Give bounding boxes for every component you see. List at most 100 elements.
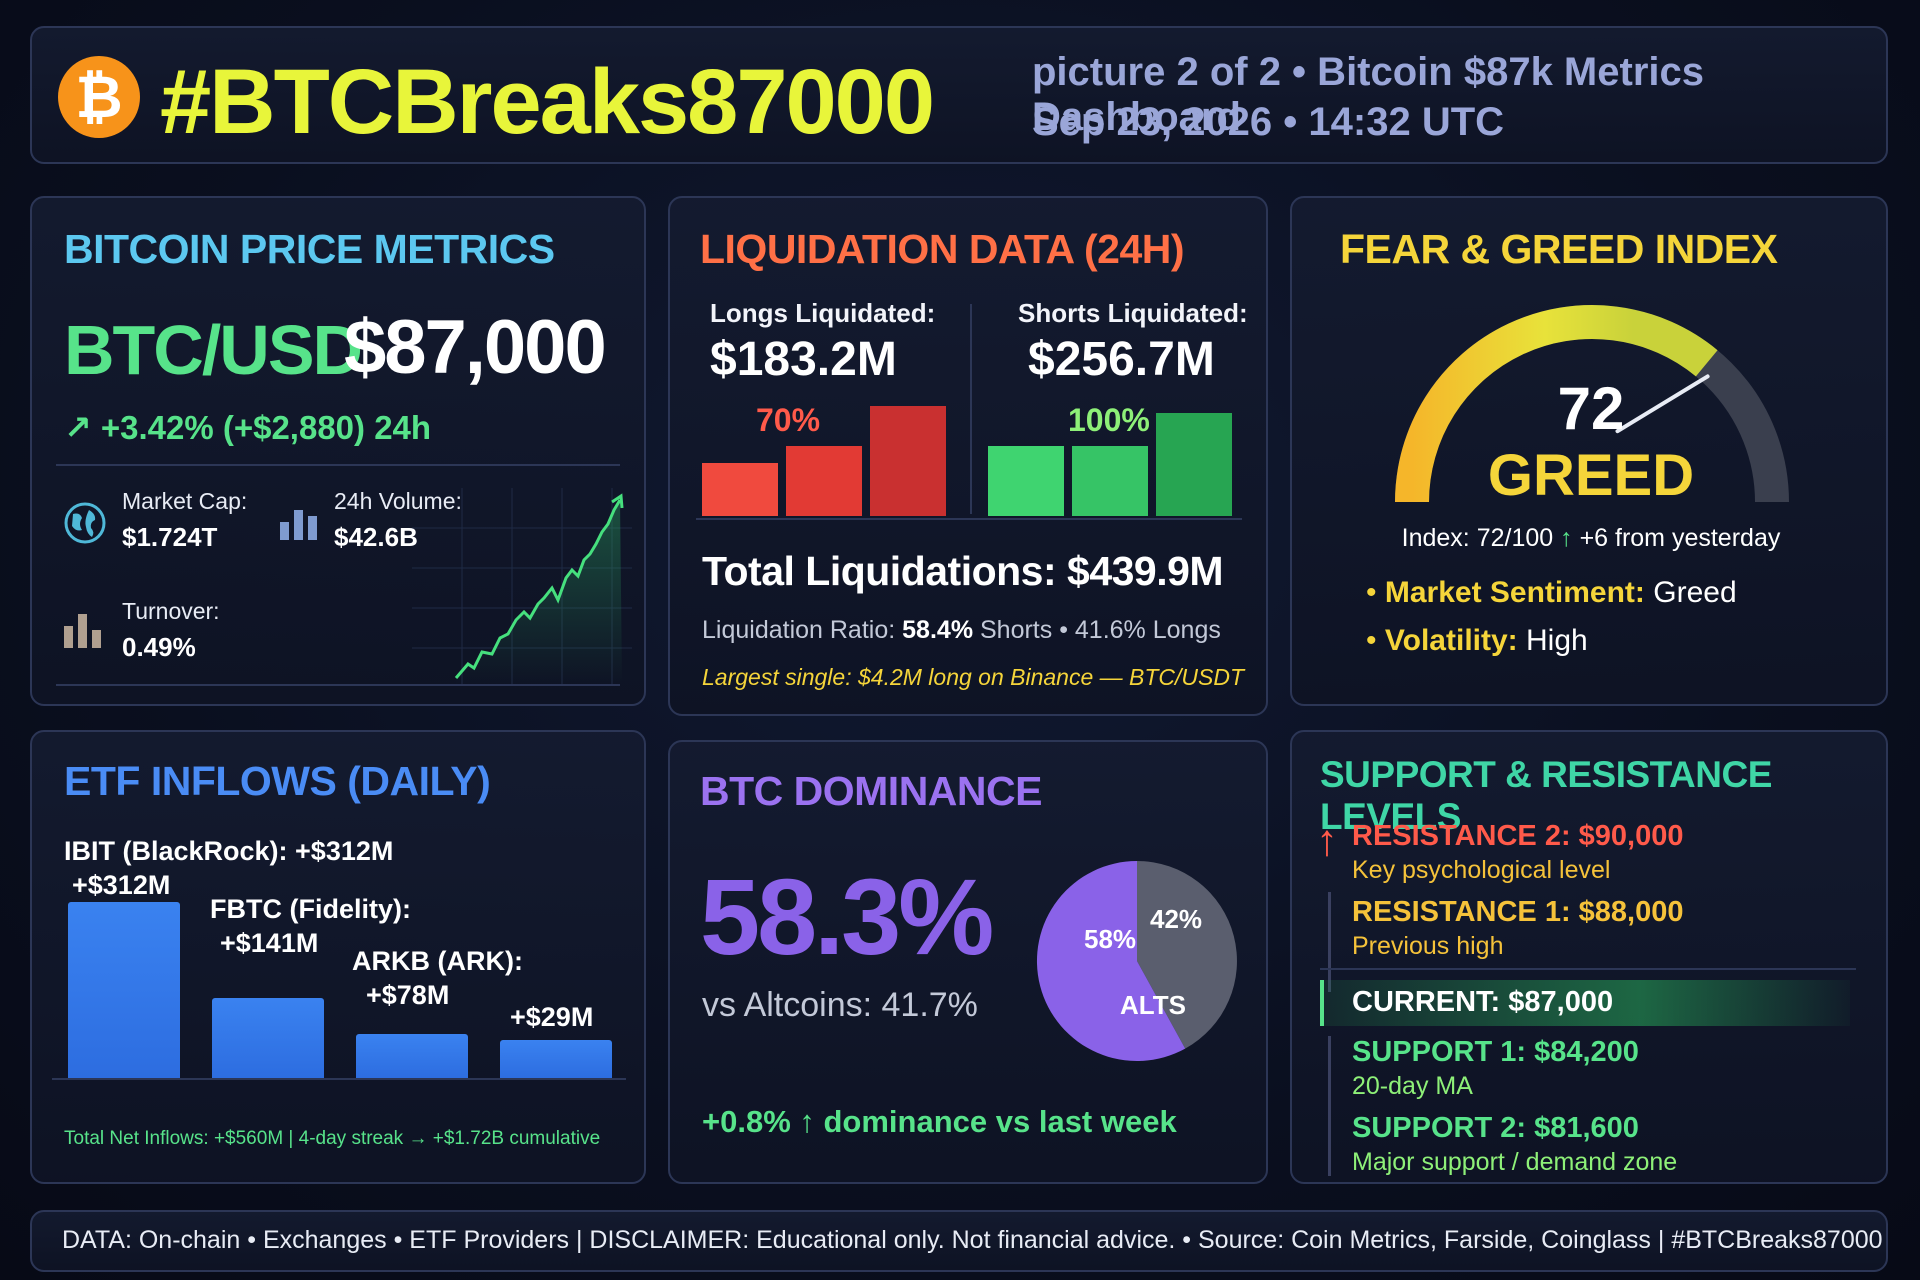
volatility-value: High <box>1526 624 1588 657</box>
resistance-2: RESISTANCE 2: $90,000 <box>1352 820 1684 852</box>
dominance-value: 58.3% <box>700 856 994 977</box>
etf-bar <box>212 998 324 1078</box>
fbtc-value: +$141M <box>220 928 319 958</box>
bullet-icon: • <box>1366 576 1377 609</box>
largest-liquidation: Largest single: $4.2M long on Binance — … <box>702 664 1245 690</box>
price-card-title: BITCOIN PRICE METRICS <box>64 226 555 272</box>
divider <box>696 518 1242 520</box>
divider <box>52 1078 626 1080</box>
fbtc-label: FBTC (Fidelity): <box>210 894 411 924</box>
price-sparkline <box>412 488 632 684</box>
bullet-icon: • <box>1366 624 1377 657</box>
divider <box>1320 968 1856 970</box>
index-change: +6 from yesterday <box>1579 524 1781 552</box>
etf-card-title: ETF INFLOWS (DAILY) <box>64 758 491 804</box>
longs-percent: 70% <box>756 402 821 438</box>
btc-dominance-card: BTC DOMINANCE 58.3% vs Altcoins: 41.7% 5… <box>668 740 1268 1184</box>
ibit-label: IBIT (BlackRock): +$312M <box>64 836 394 866</box>
trading-pair: BTC/USD <box>64 311 363 389</box>
etf-bar <box>68 902 180 1078</box>
volatility-key: Volatility: <box>1384 624 1518 657</box>
volume-label: 24h Volume: <box>334 488 462 514</box>
longs-bar <box>786 446 862 516</box>
shorts-percent: 100% <box>1068 402 1150 438</box>
pie-btc-label: 58% <box>1084 924 1136 954</box>
arkb-label: ARKB (ARK): <box>352 946 523 976</box>
vs-altcoins: vs Altcoins: 41.7% <box>702 986 978 1024</box>
current-level-highlight <box>1320 980 1850 1026</box>
level-line <box>1328 892 1331 992</box>
arrow-up-icon: ↑ <box>1560 524 1573 552</box>
arrow-up-icon: ↑ <box>1316 816 1338 865</box>
shorts-value: $256.7M <box>1028 333 1215 386</box>
price-value: $87,000 <box>344 305 607 390</box>
arkb-value: +$78M <box>366 980 450 1010</box>
support-2: SUPPORT 2: $81,600 <box>1352 1112 1639 1144</box>
gauge-value: 72 <box>1557 375 1625 442</box>
sr-title: SUPPORT & RESISTANCE LEVELS <box>1320 754 1772 837</box>
price-change: ↗ +3.42% (+$2,880) 24h <box>64 408 431 447</box>
turnover-label: Turnover: <box>122 598 220 624</box>
header-banner: ₿ #BTCBreaks87000 picture 2 of 2 • Bitco… <box>30 26 1888 164</box>
other-etf-value: +$29M <box>510 1002 594 1032</box>
ratio-label: Liquidation Ratio: <box>702 616 896 644</box>
etf-total-footer: Total Net Inflows: +$560M | 4-day streak… <box>64 1128 601 1149</box>
liquidation-ratio: Liquidation Ratio: 58.4% Shorts • 41.6% … <box>702 616 1221 645</box>
fear-greed-gauge <box>1395 305 1789 503</box>
support-resistance-card: SUPPORT & RESISTANCE LEVELS ↑ RESISTANCE… <box>1290 730 1888 1184</box>
turnover-value: 0.49% <box>122 632 196 662</box>
liquidation-card-title: LIQUIDATION DATA (24H) <box>700 226 1185 272</box>
support-1: SUPPORT 1: $84,200 <box>1352 1036 1639 1068</box>
footer-text: DATA: On-chain • Exchanges • ETF Provide… <box>62 1226 1883 1254</box>
longs-label: Longs Liquidated: <box>710 298 936 328</box>
pie-slice-btc <box>1036 861 1186 1061</box>
shorts-bar <box>1156 413 1232 516</box>
longs-bar <box>702 463 778 516</box>
longs-bar <box>870 406 946 516</box>
resistance-1: RESISTANCE 1: $88,000 <box>1352 896 1684 928</box>
sentiment-value: Greed <box>1653 576 1737 609</box>
volatility-item: • Volatility: High <box>1366 624 1588 658</box>
fear-greed-card: FEAR & GREED INDEX 72 GREED Index: 72/10… <box>1290 196 1888 706</box>
support-1-note: 20-day MA <box>1352 1072 1473 1100</box>
support-2-note: Major support / demand zone <box>1352 1148 1678 1176</box>
header-subtitle: picture 2 of 2 • Bitcoin $87k Metrics Da… <box>1032 50 1704 139</box>
sentiment-key: Market Sentiment: <box>1384 576 1645 609</box>
column-divider <box>970 304 972 514</box>
resistance-1-note: Previous high <box>1352 932 1504 960</box>
etf-bar <box>500 1040 612 1078</box>
dominance-title: BTC DOMINANCE <box>700 768 1042 814</box>
divider <box>56 684 620 686</box>
market-cap-label: Market Cap: <box>122 488 248 514</box>
footer-bar: DATA: On-chain • Exchanges • ETF Provide… <box>30 1210 1888 1272</box>
etf-bar <box>356 1034 468 1078</box>
index-line: Index: 72/100 ↑ +6 from yesterday <box>1292 524 1890 553</box>
ibit-value: +$312M <box>72 870 171 900</box>
liquidation-card: LIQUIDATION DATA (24H) Longs Liquidated:… <box>668 196 1268 716</box>
hashtag-title: #BTCBreaks87000 <box>160 51 935 153</box>
turnover-bar-icon <box>64 614 101 648</box>
current-level: CURRENT: $87,000 <box>1352 986 1614 1018</box>
ratio-rest: Shorts • 41.6% Longs <box>980 616 1221 644</box>
price-change-text: +3.42% (+$2,880) 24h <box>100 409 432 446</box>
globe-icon <box>64 502 106 544</box>
dominance-change: +0.8% ↑ dominance vs last week <box>702 1104 1177 1139</box>
trend-up-icon: ↗ <box>64 409 92 446</box>
ratio-value: 58.4% <box>902 616 974 644</box>
dominance-pie-chart: 58% 42% ALTS <box>1036 861 1237 1061</box>
volume-value: $42.6B <box>334 522 418 552</box>
shorts-bar <box>1072 446 1148 516</box>
etf-inflows-card: ETF INFLOWS (DAILY) IBIT (BlackRock): +$… <box>30 730 646 1184</box>
header-datetime: Sep 23, 2026 • 14:32 UTC <box>1032 100 1505 144</box>
bar-chart-icon <box>280 510 317 540</box>
market-cap-value: $1.724T <box>122 522 218 552</box>
resistance-2-note: Key psychological level <box>1352 856 1611 884</box>
gauge-label: GREED <box>1487 443 1695 508</box>
pie-alt-label: 42% <box>1150 904 1202 934</box>
total-liquidations: Total Liquidations: $439.9M <box>702 548 1224 594</box>
bitcoin-logo-icon: ₿ <box>58 56 140 138</box>
divider <box>56 464 620 466</box>
price-metrics-card: BITCOIN PRICE METRICS BTC/USD $87,000 ↗ … <box>30 196 646 706</box>
level-line <box>1328 1036 1331 1176</box>
pie-alts-text: ALTS <box>1120 990 1186 1020</box>
